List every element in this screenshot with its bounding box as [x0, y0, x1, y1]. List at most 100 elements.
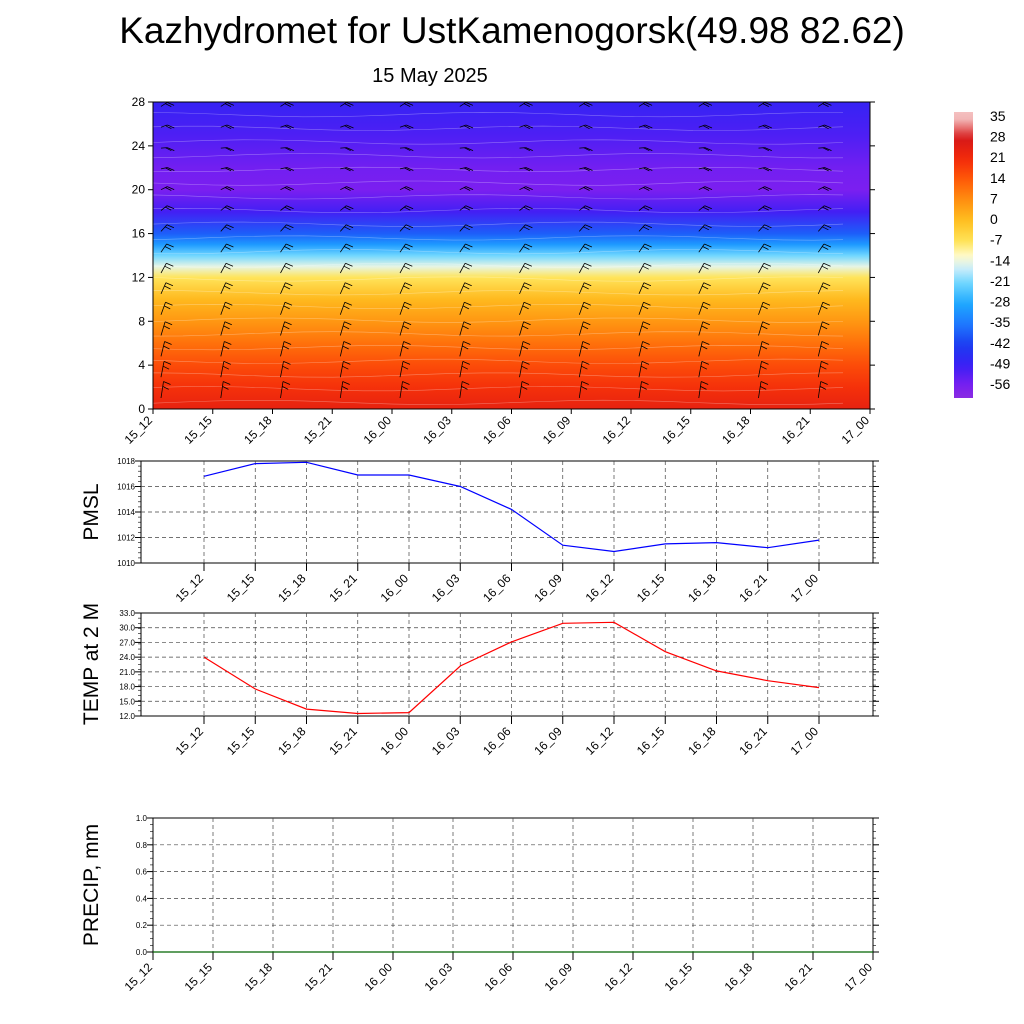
- wind-barb: [399, 205, 414, 211]
- wind-barb: [459, 341, 471, 357]
- wind-barb: [638, 301, 651, 315]
- wind-barb: [160, 321, 173, 336]
- x-tick-label: 16_18: [685, 724, 719, 758]
- x-tick-label: 15_12: [122, 413, 156, 447]
- x-tick-label: 16_21: [736, 724, 770, 758]
- y-tick-label: 1012: [117, 534, 135, 543]
- x-tick-label: 16_09: [531, 724, 565, 758]
- wind-barb: [698, 147, 713, 152]
- x-tick-label: 15_15: [224, 724, 258, 758]
- wind-barb: [220, 301, 233, 315]
- wind-barb: [578, 341, 590, 357]
- wind-barb: [160, 381, 171, 399]
- wind-barb: [758, 147, 772, 152]
- wind-barb: [758, 224, 772, 232]
- wind-barb: [519, 282, 532, 295]
- wind-barb: [758, 341, 770, 357]
- x-tick-label: 16_06: [480, 724, 514, 758]
- x-tick-label: 16_09: [540, 413, 574, 447]
- wind-barb: [519, 301, 532, 315]
- y-tick-label: 33.0: [119, 609, 135, 618]
- wind-barb: [220, 205, 234, 211]
- y-axis-title: PRECIP, mm: [80, 824, 103, 946]
- wind-barb: [818, 205, 832, 211]
- x-tick-label: 17_00: [788, 724, 822, 758]
- wind-barb: [638, 321, 651, 336]
- wind-barb: [758, 243, 772, 253]
- x-tick-label: 16_15: [634, 724, 668, 758]
- colorbar-label: -21: [990, 273, 1010, 289]
- wind-barb: [698, 224, 712, 232]
- wind-barb: [638, 205, 653, 211]
- contour-lines: [153, 112, 844, 405]
- heatmap-panel: 0 4 8 12 16 20 24 28 15_12 15_15 15_18 15_21 16_00 16…: [122, 95, 891, 447]
- wind-barb: [698, 361, 709, 378]
- wind-barb: [878, 225, 891, 232]
- x-tick-label: 16_15: [634, 571, 668, 605]
- wind-barb: [220, 282, 233, 295]
- wind-barb: [340, 167, 354, 172]
- wind-barb: [758, 262, 771, 274]
- x-tick-label: 17_00: [839, 413, 873, 447]
- x-tick-label: 16_12: [600, 413, 634, 447]
- wind-barb: [698, 102, 713, 107]
- wind-barb: [160, 102, 175, 107]
- wind-barb: [818, 124, 832, 130]
- wind-barb: [878, 125, 891, 129]
- wind-barb: [638, 361, 650, 378]
- wind-barb: [758, 205, 772, 211]
- wind-barb: [578, 224, 593, 232]
- y-tick-label: 0.0: [136, 948, 148, 957]
- wind-barb: [459, 301, 472, 315]
- wind-barb: [340, 186, 354, 191]
- wind-barb: [758, 186, 772, 191]
- wind-barb: [399, 321, 412, 336]
- wind-barb: [578, 381, 589, 399]
- wind-barb: [459, 167, 474, 172]
- wind-barb: [220, 186, 235, 191]
- wind-barb: [638, 381, 649, 399]
- wind-barb: [698, 243, 712, 253]
- y-tick-label: 27.0: [119, 638, 135, 647]
- y-axis-title: PMSL: [80, 483, 103, 540]
- wind-barb: [280, 205, 294, 211]
- y-tick-label: 12: [132, 270, 146, 284]
- chart-subtitle: 15 May 2025: [372, 65, 488, 87]
- wind-barb: [399, 301, 412, 315]
- wind-barb: [160, 301, 173, 315]
- x-tick-label: 16_03: [429, 571, 463, 605]
- wind-barb: [519, 243, 533, 253]
- x-tick-label: 16_06: [480, 413, 514, 447]
- colorbar-label: -28: [990, 294, 1010, 310]
- x-tick-label: 16_00: [378, 724, 412, 758]
- wind-barb: [698, 262, 712, 274]
- wind-barb: [878, 263, 890, 273]
- wind-barb: [519, 124, 533, 130]
- wind-barb: [280, 102, 294, 107]
- colorbar-label: 35: [990, 108, 1006, 124]
- wind-barb: [817, 243, 832, 253]
- wind-barb: [339, 301, 352, 315]
- colorbar-label: -42: [990, 335, 1010, 351]
- x-tick-label: 16_09: [531, 571, 565, 605]
- wind-barb: [818, 167, 832, 172]
- wind-barb: [698, 321, 710, 336]
- wind-barb: [818, 186, 832, 191]
- wind-barb: [578, 262, 592, 274]
- wind-barb: [698, 186, 713, 191]
- y-tick-label: 0.4: [136, 894, 148, 903]
- colorbar-label: -14: [990, 252, 1010, 268]
- colorbar-label: 28: [990, 129, 1006, 145]
- wind-barb: [638, 124, 653, 130]
- wind-barb: [878, 382, 888, 399]
- wind-barb: [399, 102, 414, 107]
- wind-barb: [758, 102, 772, 107]
- contour-line: [153, 180, 844, 186]
- contour-line: [153, 221, 844, 227]
- wind-barb: [459, 381, 470, 399]
- wind-barb: [519, 102, 533, 107]
- colorbar-label: 21: [990, 149, 1006, 165]
- wind-barb: [339, 381, 350, 399]
- x-tick-label: 16_06: [480, 571, 514, 605]
